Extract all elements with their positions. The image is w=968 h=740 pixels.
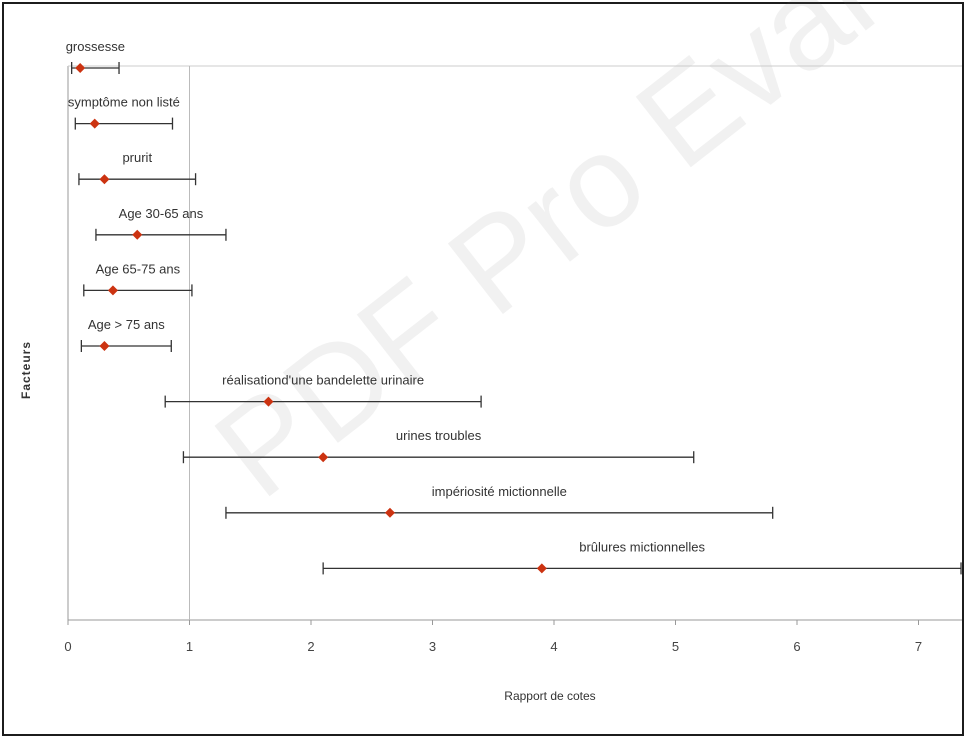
x-tick-label: 7 (915, 639, 922, 654)
factor-rows: grossesse symptôme non listé prurit Age 30-… (66, 39, 962, 575)
factor-row: urines troubles (182, 428, 695, 464)
factor-label: brûlures mictionnelles (579, 539, 705, 554)
x-tick-label: 4 (550, 639, 557, 654)
x-tick-label: 1 (186, 639, 193, 654)
factor-label: réalisationd'une bandelette urinaire (222, 373, 424, 388)
factor-label: Age 65-75 ans (96, 261, 181, 276)
x-ticks: 0 1 2 3 4 5 6 7 (64, 620, 922, 654)
x-tick-label: 3 (429, 639, 436, 654)
factor-label: urines troubles (396, 428, 482, 443)
factor-row: symptôme non listé (68, 95, 180, 130)
factor-label: Age > 75 ans (88, 317, 165, 332)
y-axis-title: Facteurs (19, 341, 33, 399)
odds-ratio-marker (384, 507, 395, 518)
x-tick-label: 2 (307, 639, 314, 654)
factor-row: prurit (78, 150, 197, 186)
odds-ratio-marker (318, 452, 329, 463)
factor-label: impériosité mictionnelle (432, 484, 567, 499)
odds-ratio-marker (99, 174, 110, 185)
factor-row: réalisationd'une bandelette urinaire (164, 373, 482, 408)
odds-ratio-marker (107, 285, 118, 296)
factor-label: Age 30-65 ans (119, 206, 204, 221)
factor-label: symptôme non listé (68, 95, 180, 110)
odds-ratio-marker (536, 563, 547, 574)
factor-row: impériosité mictionnelle (225, 484, 774, 519)
x-tick-label: 0 (64, 639, 71, 654)
x-tick-label: 5 (672, 639, 679, 654)
x-tick-label: 6 (793, 639, 800, 654)
factor-row: brûlures mictionnelles (322, 539, 962, 575)
axes-group (67, 65, 962, 621)
factor-label: grossesse (66, 39, 125, 54)
odds-ratio-marker (75, 63, 86, 73)
odds-ratio-marker (99, 341, 110, 351)
factor-row: Age > 75 ans (80, 317, 172, 352)
factor-row: Age 30-65 ans (95, 206, 227, 241)
odds-ratio-marker (263, 396, 274, 407)
factor-row: grossesse (66, 39, 125, 74)
odds-ratio-marker (132, 229, 143, 240)
factor-label: prurit (122, 150, 152, 165)
x-axis-title: Rapport de cotes (504, 689, 595, 703)
factor-row: Age 65-75 ans (83, 261, 193, 297)
odds-ratio-marker (89, 118, 100, 129)
